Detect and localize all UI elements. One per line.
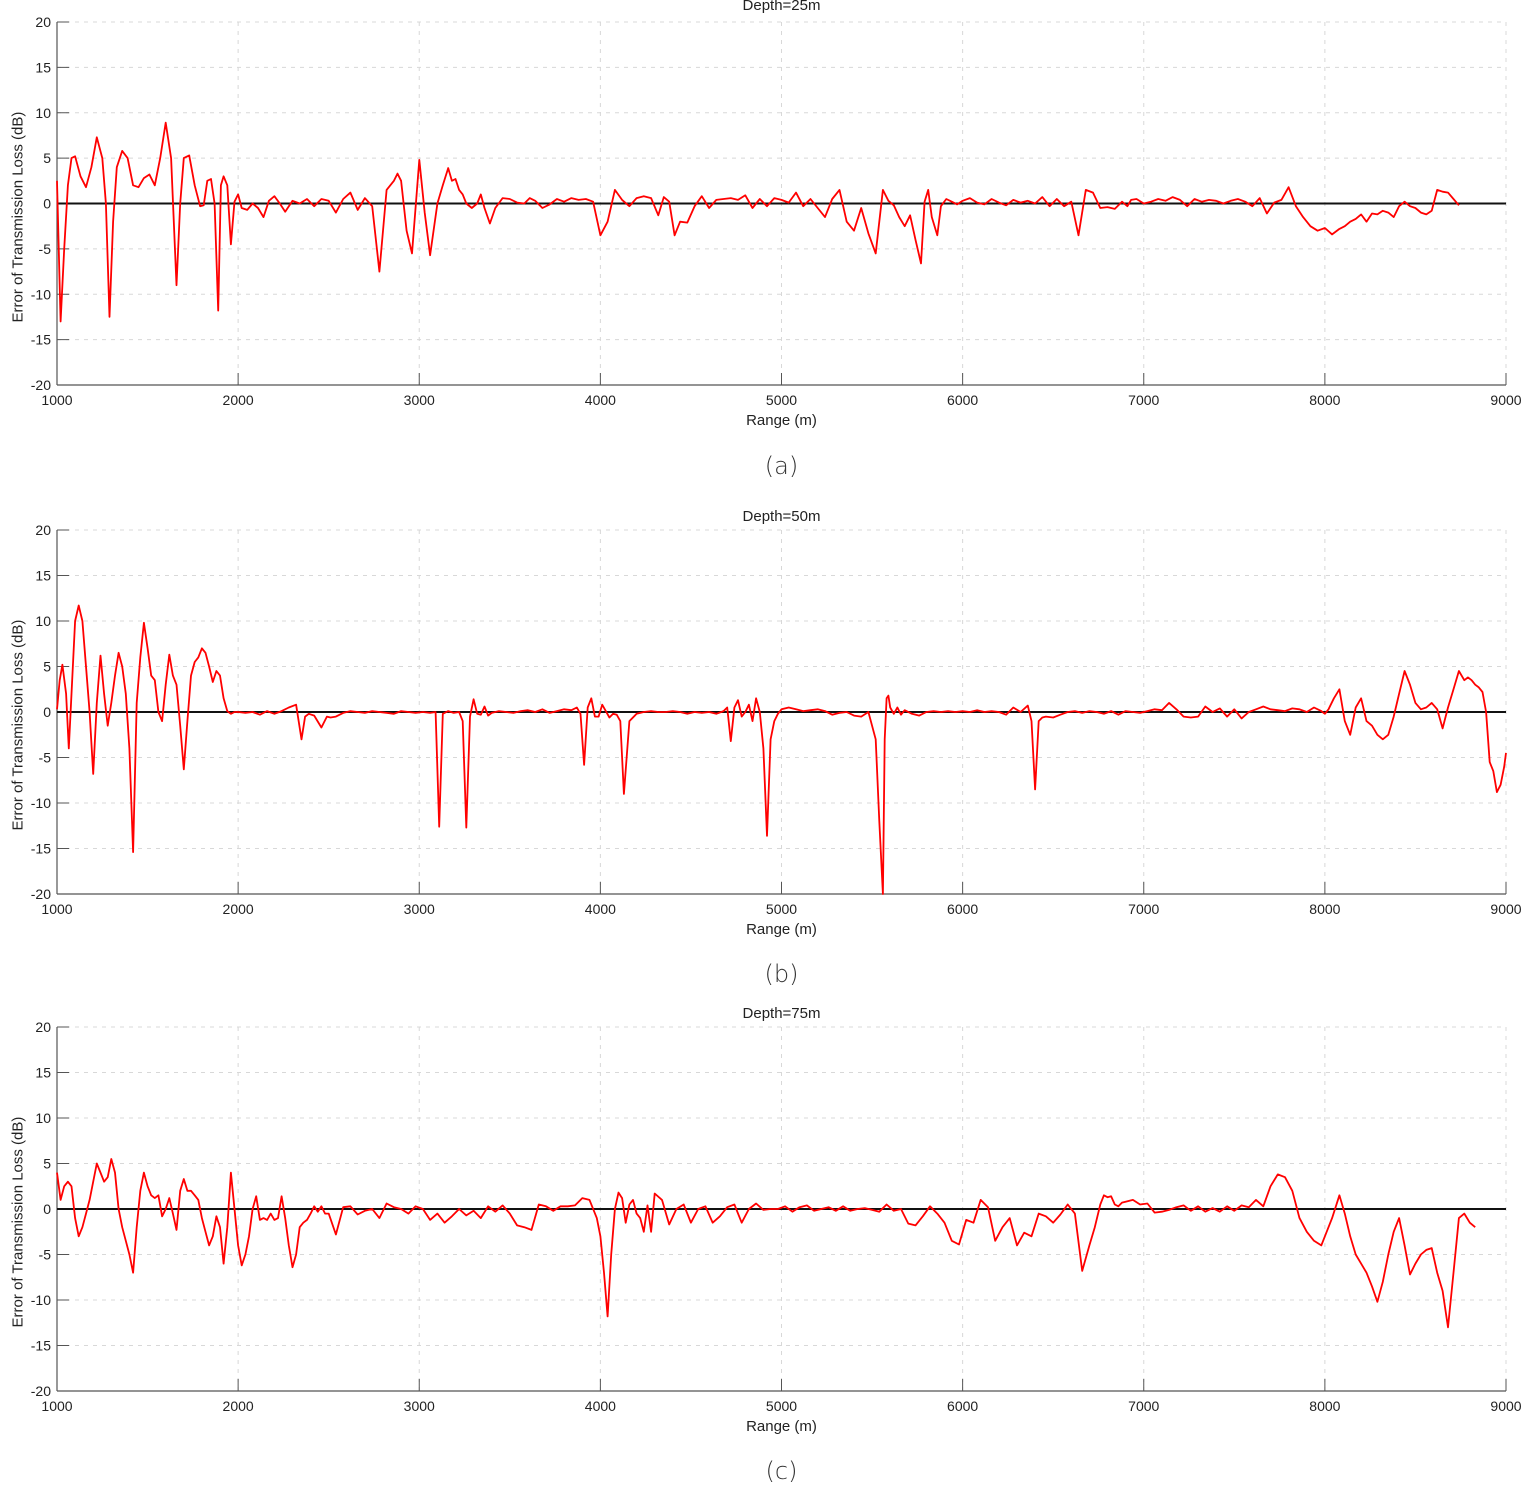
- caption-a: (a): [764, 452, 799, 480]
- y-tick-label: -20: [31, 886, 51, 902]
- chart-panel-c: 1000 2000 3000 4000 5000 6000 7000 8000 9000 20 15…: [0, 1005, 1535, 1487]
- y-tick-label: 10: [35, 613, 51, 629]
- caption-b: (b): [764, 960, 799, 988]
- x-tick-label: 6000: [947, 392, 978, 408]
- x-tick-label: 9000: [1490, 901, 1521, 917]
- y-tick-label: -15: [31, 332, 51, 348]
- error-series-line: [56, 121, 1460, 323]
- chart-svg-c: 1000 2000 3000 4000 5000 6000 7000 8000 9000 20 15…: [31, 1019, 1522, 1414]
- y-tick-label: -10: [31, 286, 51, 302]
- x-tick-label: 3000: [404, 1398, 435, 1414]
- axes: 1000 2000 3000 4000 5000 6000 7000 8000 9000 20 15…: [31, 522, 1522, 917]
- x-tick-label: 4000: [585, 392, 616, 408]
- error-series-line: [56, 604, 1507, 895]
- chart-title-c: Depth=75m: [742, 1005, 821, 1022]
- x-tick-label: 9000: [1490, 1398, 1521, 1414]
- x-tick-label: 8000: [1309, 392, 1340, 408]
- x-tick-label: 6000: [947, 1398, 978, 1414]
- x-tick-label: 8000: [1309, 1398, 1340, 1414]
- x-axis-label-c: Range (m): [746, 1418, 817, 1435]
- x-tick-label: 7000: [1128, 901, 1159, 917]
- x-tick-label: 2000: [223, 392, 254, 408]
- y-tick-label: 0: [43, 196, 51, 212]
- x-tick-label: 7000: [1128, 392, 1159, 408]
- y-tick-label: 0: [43, 1201, 51, 1217]
- chart-title-b: Depth=50m: [742, 508, 821, 525]
- x-tick-label: 2000: [223, 901, 254, 917]
- x-tick-label: 1000: [41, 392, 72, 408]
- x-axis-label-a: Range (m): [746, 412, 817, 429]
- y-tick-label: 5: [43, 150, 51, 166]
- chart-svg-a: 1000 2000 3000 4000 5000 6000 7000 8000 9000 20 15…: [31, 14, 1522, 408]
- y-tick-label: 5: [43, 1156, 51, 1172]
- chart-panel-a: 1000 2000 3000 4000 5000 6000 7000 8000 9000 20 15…: [0, 0, 1535, 490]
- y-axis-label-c: Error of Transmission Loss (dB): [9, 1116, 27, 1328]
- x-tick-label: 5000: [766, 1398, 797, 1414]
- x-tick-label: 9000: [1490, 392, 1521, 408]
- y-tick-label: 0: [43, 704, 51, 720]
- x-tick-label: 8000: [1309, 901, 1340, 917]
- error-series-line: [56, 1158, 1476, 1329]
- y-tick-label: 15: [35, 59, 51, 75]
- x-tick-label: 3000: [404, 392, 435, 408]
- y-tick-label: -10: [31, 1292, 51, 1308]
- y-tick-label: 20: [35, 14, 51, 30]
- y-tick-label: -5: [39, 750, 52, 766]
- y-axis-label-a: Error of Transmission Loss (dB): [9, 111, 27, 323]
- x-tick-label: 6000: [947, 901, 978, 917]
- axes: 1000 2000 3000 4000 5000 6000 7000 8000 9000 20 15…: [31, 1019, 1522, 1414]
- y-tick-label: -5: [39, 1247, 52, 1263]
- x-tick-label: 4000: [585, 901, 616, 917]
- x-tick-label: 2000: [223, 1398, 254, 1414]
- y-tick-label: -20: [31, 1383, 51, 1399]
- y-tick-label: -20: [31, 377, 51, 393]
- y-tick-label: -10: [31, 795, 51, 811]
- x-tick-label: 7000: [1128, 1398, 1159, 1414]
- x-tick-label: 5000: [766, 901, 797, 917]
- y-tick-label: -15: [31, 841, 51, 857]
- y-tick-label: -15: [31, 1338, 51, 1354]
- y-axis-label-b: Error of Transmission Loss (dB): [9, 619, 27, 831]
- x-tick-label: 1000: [41, 1398, 72, 1414]
- x-tick-label: 1000: [41, 901, 72, 917]
- x-tick-label: 3000: [404, 901, 435, 917]
- axes: 1000 2000 3000 4000 5000 6000 7000 8000 9000 20 15…: [31, 14, 1522, 408]
- x-tick-label: 4000: [585, 1398, 616, 1414]
- chart-title-a: Depth=25m: [742, 0, 821, 14]
- y-tick-label: 15: [35, 1065, 51, 1081]
- chart-svg-b: 1000 2000 3000 4000 5000 6000 7000 8000 9000 20 15…: [31, 522, 1522, 917]
- x-tick-label: 5000: [766, 392, 797, 408]
- caption-c: (c): [765, 1457, 798, 1485]
- x-axis-label-b: Range (m): [746, 921, 817, 938]
- y-tick-label: 10: [35, 105, 51, 121]
- y-tick-label: 20: [35, 522, 51, 538]
- y-tick-label: 15: [35, 568, 51, 584]
- y-tick-label: 5: [43, 659, 51, 675]
- chart-panel-b: 1000 2000 3000 4000 5000 6000 7000 8000 9000 20 15…: [0, 508, 1535, 998]
- y-tick-label: 10: [35, 1110, 51, 1126]
- y-tick-label: 20: [35, 1019, 51, 1035]
- y-tick-label: -5: [39, 241, 52, 257]
